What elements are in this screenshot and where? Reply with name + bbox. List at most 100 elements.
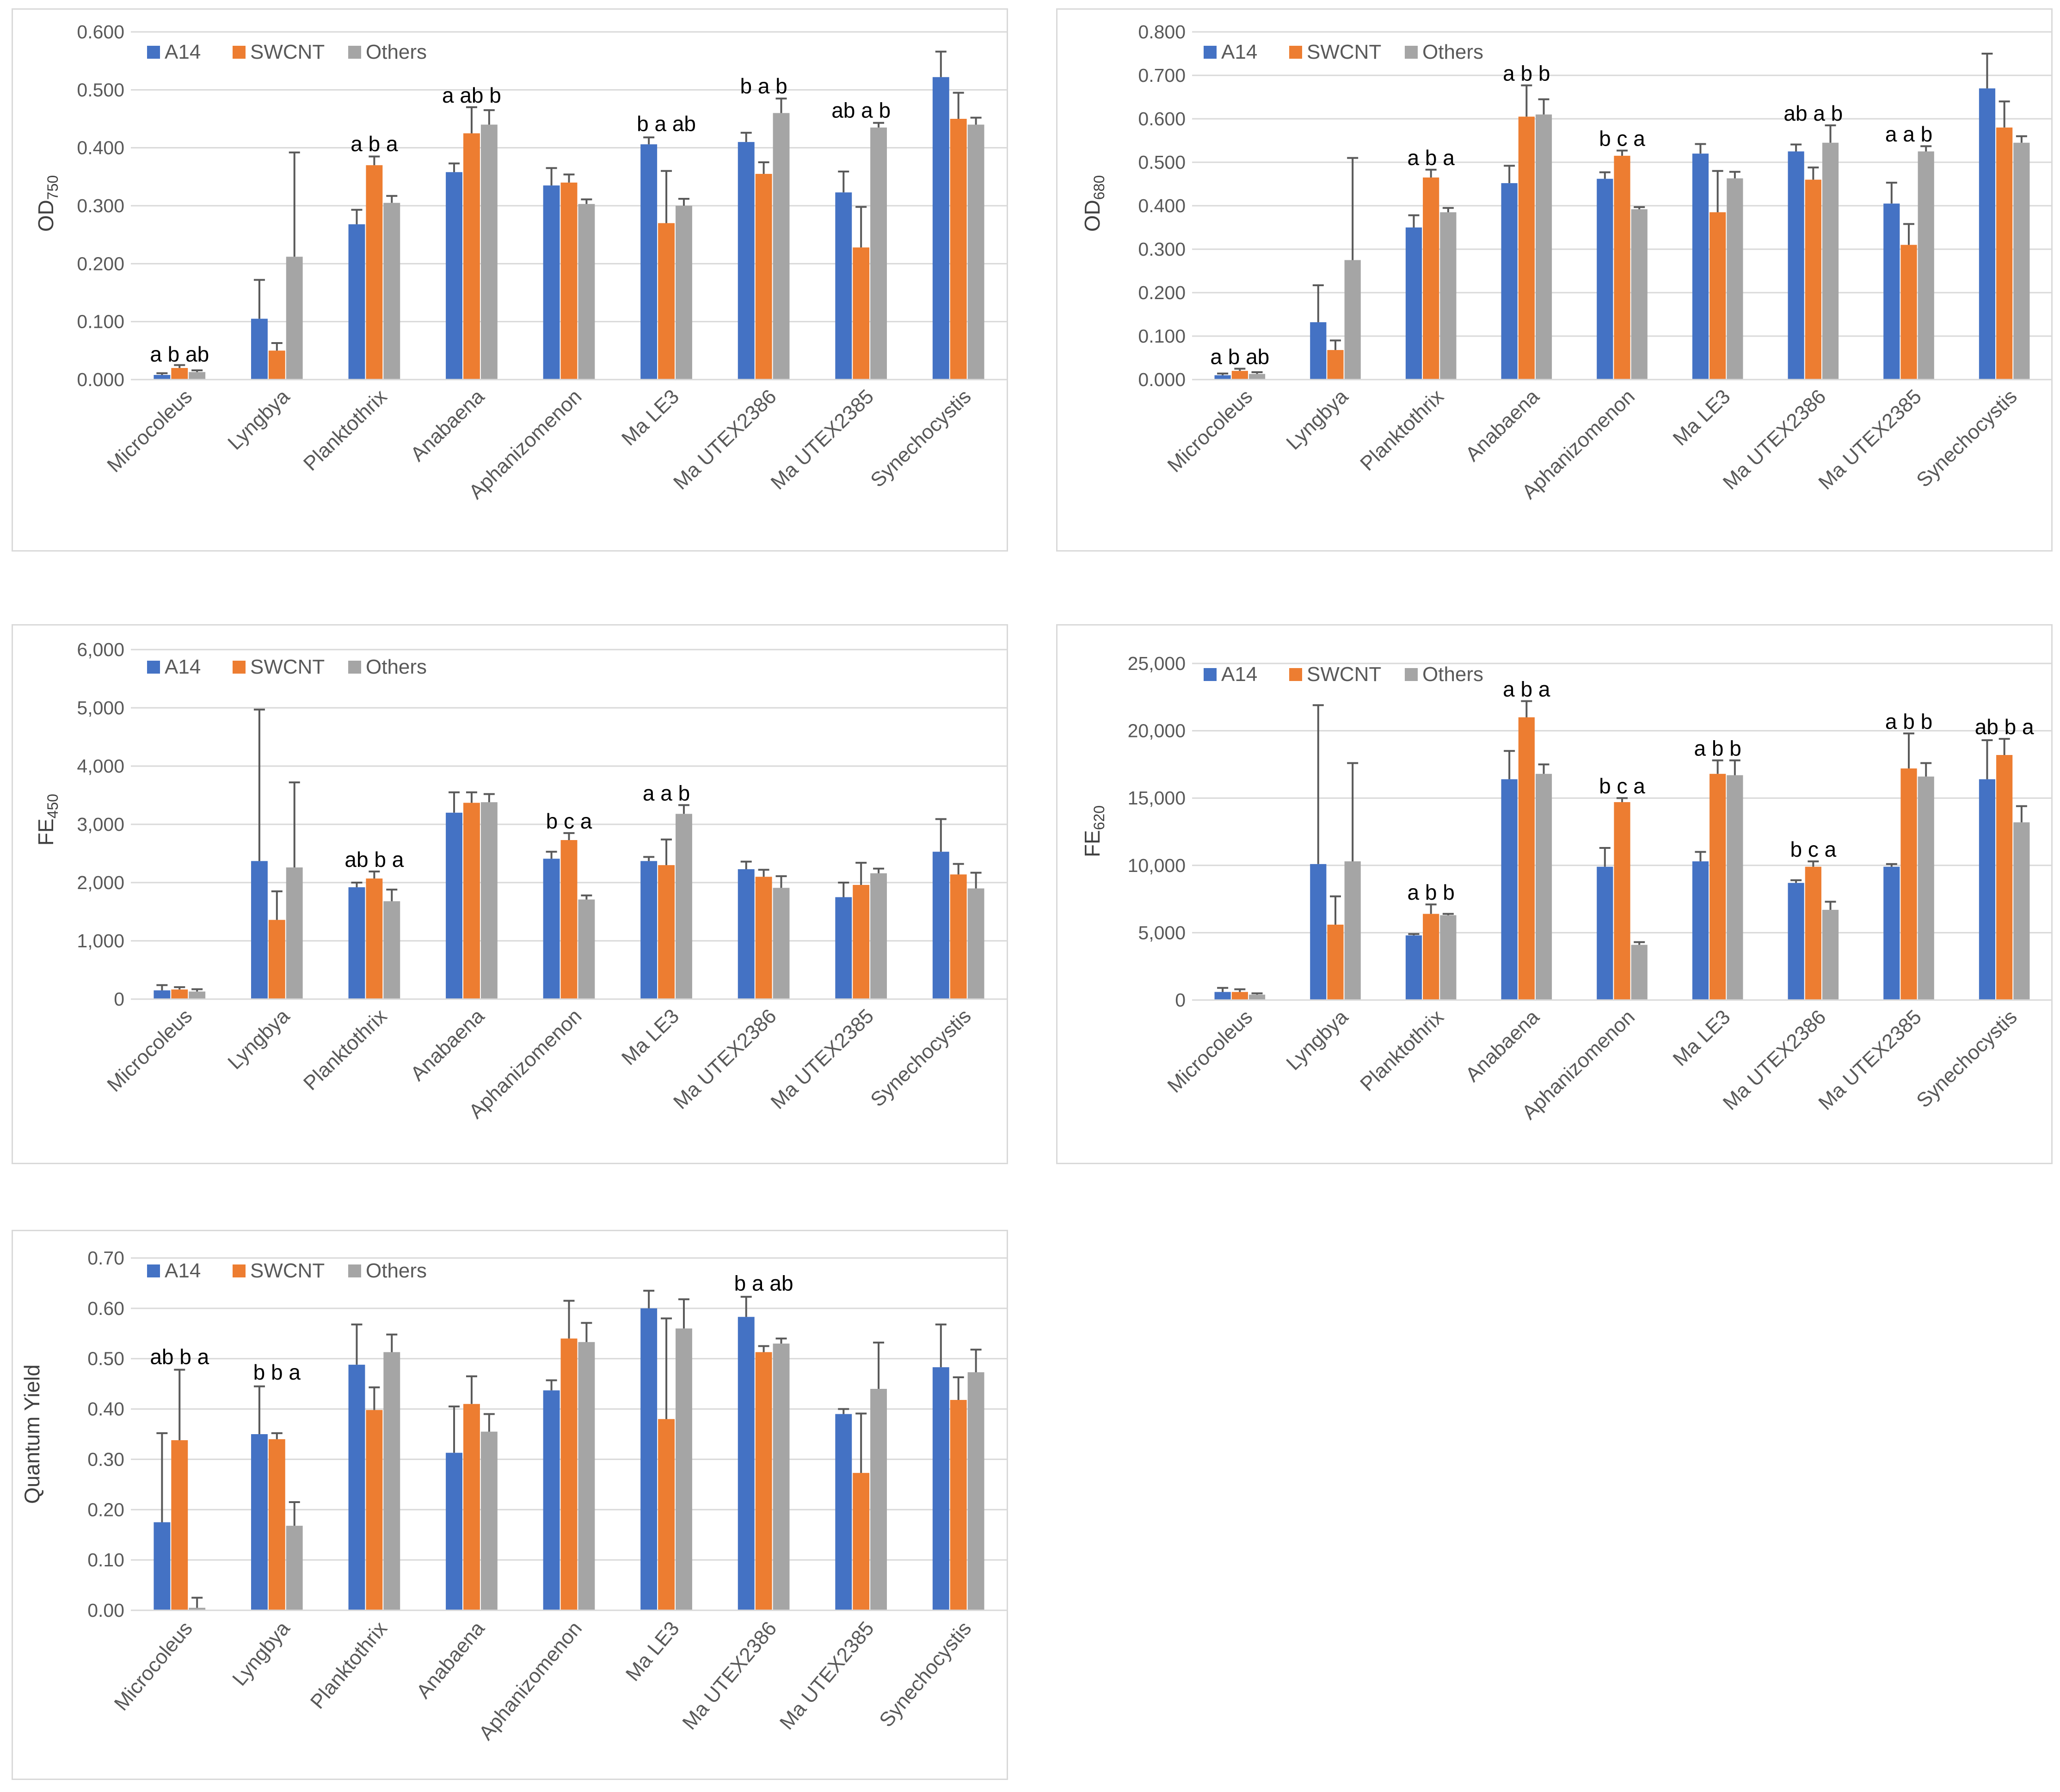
bar-others (1248, 374, 1266, 380)
bar-others (870, 127, 887, 380)
legend-label-swcnt: SWCNT (1307, 663, 1381, 686)
bar-others (1918, 776, 1934, 1000)
significance-label: ab a b (831, 98, 891, 123)
legend-swatch-others (1405, 46, 1418, 59)
bar-swcnt (366, 165, 383, 380)
category-label: Planktothrix (1356, 385, 1448, 475)
bar-a14 (1788, 883, 1804, 1000)
category-label: Synechocystis (1912, 1006, 2021, 1112)
bar-a14 (835, 1414, 852, 1610)
legend-label-others: Others (366, 656, 427, 678)
bar-swcnt (268, 350, 285, 380)
category-label: Ma LE3 (1668, 1006, 1734, 1071)
bar-others (1535, 114, 1552, 380)
y-tick-label: 0.70 (87, 1247, 124, 1269)
y-tick-label: 0.300 (1138, 239, 1186, 260)
bar-a14 (348, 887, 365, 999)
category-label: Ma UTEX2385 (766, 1005, 878, 1114)
bar-others (189, 1608, 206, 1610)
bar-swcnt (755, 1352, 772, 1610)
bar-a14 (543, 1390, 560, 1610)
bar-a14 (543, 859, 560, 999)
bar-others (967, 1372, 984, 1610)
y-tick-label: 0.00 (87, 1600, 124, 1621)
y-tick-label: 6,000 (77, 639, 124, 660)
significance-label: b c a (1790, 837, 1836, 861)
bar-swcnt (171, 989, 188, 999)
significance-label: b a ab (637, 111, 696, 135)
significance-label: ab b a (150, 1344, 209, 1369)
bar-swcnt (268, 1439, 285, 1610)
bar-swcnt (560, 1338, 578, 1610)
y-tick-label: 0.60 (87, 1298, 124, 1319)
bar-swcnt (463, 803, 480, 999)
legend-label-a14: A14 (165, 41, 201, 63)
category-label: Anabaena (406, 385, 489, 466)
bar-others (773, 1344, 790, 1610)
category-label: Microcoleus (1163, 385, 1257, 477)
y-tick-label: 0.100 (1138, 325, 1186, 347)
significance-label: b b a (253, 1360, 301, 1384)
bar-swcnt (755, 174, 772, 380)
bar-others (480, 1431, 498, 1610)
bar-a14 (1310, 864, 1327, 1000)
legend-label-a14: A14 (1221, 663, 1257, 686)
y-tick-label: 0.20 (87, 1499, 124, 1520)
bar-a14 (154, 374, 171, 380)
category-label: Synechocystis (875, 1617, 976, 1731)
y-axis-label: FE620 (1080, 805, 1107, 857)
bar-others (286, 257, 303, 380)
bar-others (676, 1328, 692, 1610)
y-tick-label: 2,000 (77, 872, 124, 893)
significance-label: b c a (1599, 127, 1645, 151)
legend-swatch-a14 (147, 46, 160, 59)
legend-swatch-a14 (147, 1264, 160, 1277)
category-label: Lyngbya (223, 385, 294, 454)
bar-others (1822, 909, 1839, 1000)
chart-panel-fe450: 0 1,000 2,000 3,000 4,000 5,000 6,000 FE450 A14 S… (12, 624, 1008, 1164)
bar-a14 (932, 77, 949, 380)
bar-swcnt (755, 877, 772, 999)
bar-swcnt (1327, 350, 1344, 380)
y-tick-label: 5,000 (1138, 922, 1186, 943)
bar-a14 (348, 224, 365, 380)
bar-others (1631, 945, 1648, 1000)
category-label: Ma UTEX2385 (1814, 1006, 1926, 1115)
significance-label: b a ab (734, 1271, 793, 1295)
y-tick-label: 0.500 (77, 79, 124, 100)
bar-a14 (446, 812, 462, 999)
bar-swcnt (560, 840, 578, 999)
bar-swcnt (1423, 177, 1439, 380)
significance-label: b a b (740, 74, 787, 98)
y-axis-label: FE450 (34, 794, 61, 846)
chart-fe620: 0 5,000 10,000 15,000 20,000 25,000 FE620 A14 SW… (1080, 653, 2052, 1124)
significance-label: a b ab (1210, 345, 1269, 369)
bar-others (2013, 142, 2030, 380)
bar-a14 (1692, 861, 1709, 1000)
category-label: Anabaena (406, 1005, 489, 1086)
significance-label: b c a (1599, 774, 1645, 798)
bar-others (578, 899, 595, 999)
category-label: Ma LE3 (617, 385, 683, 450)
bar-swcnt (1231, 371, 1248, 380)
significance-label: ab b a (1975, 715, 2034, 739)
bar-swcnt (1518, 717, 1535, 1000)
y-tick-label: 0.100 (77, 311, 124, 332)
bar-others (189, 372, 206, 380)
legend-label-swcnt: SWCNT (250, 1259, 325, 1282)
chart-od750: 0.000 0.100 0.200 0.300 0.400 0.500 0.600 OD750… (34, 21, 1007, 503)
category-label: Anabaena (1461, 1006, 1544, 1086)
bar-others (578, 204, 595, 380)
bar-a14 (446, 1453, 462, 1610)
bar-a14 (640, 861, 658, 999)
bar-others (383, 901, 400, 999)
y-tick-label: 0.40 (87, 1399, 124, 1420)
y-tick-label: 0.600 (1138, 108, 1186, 129)
significance-label: a b b (1408, 880, 1455, 904)
y-tick-label: 15,000 (1128, 787, 1186, 809)
bar-swcnt (853, 885, 870, 999)
category-label: Ma UTEX2385 (775, 1617, 879, 1734)
legend-label-swcnt: SWCNT (250, 41, 325, 63)
y-tick-label: 10,000 (1128, 855, 1186, 876)
y-axis-label: Quantum Yield (20, 1364, 44, 1504)
